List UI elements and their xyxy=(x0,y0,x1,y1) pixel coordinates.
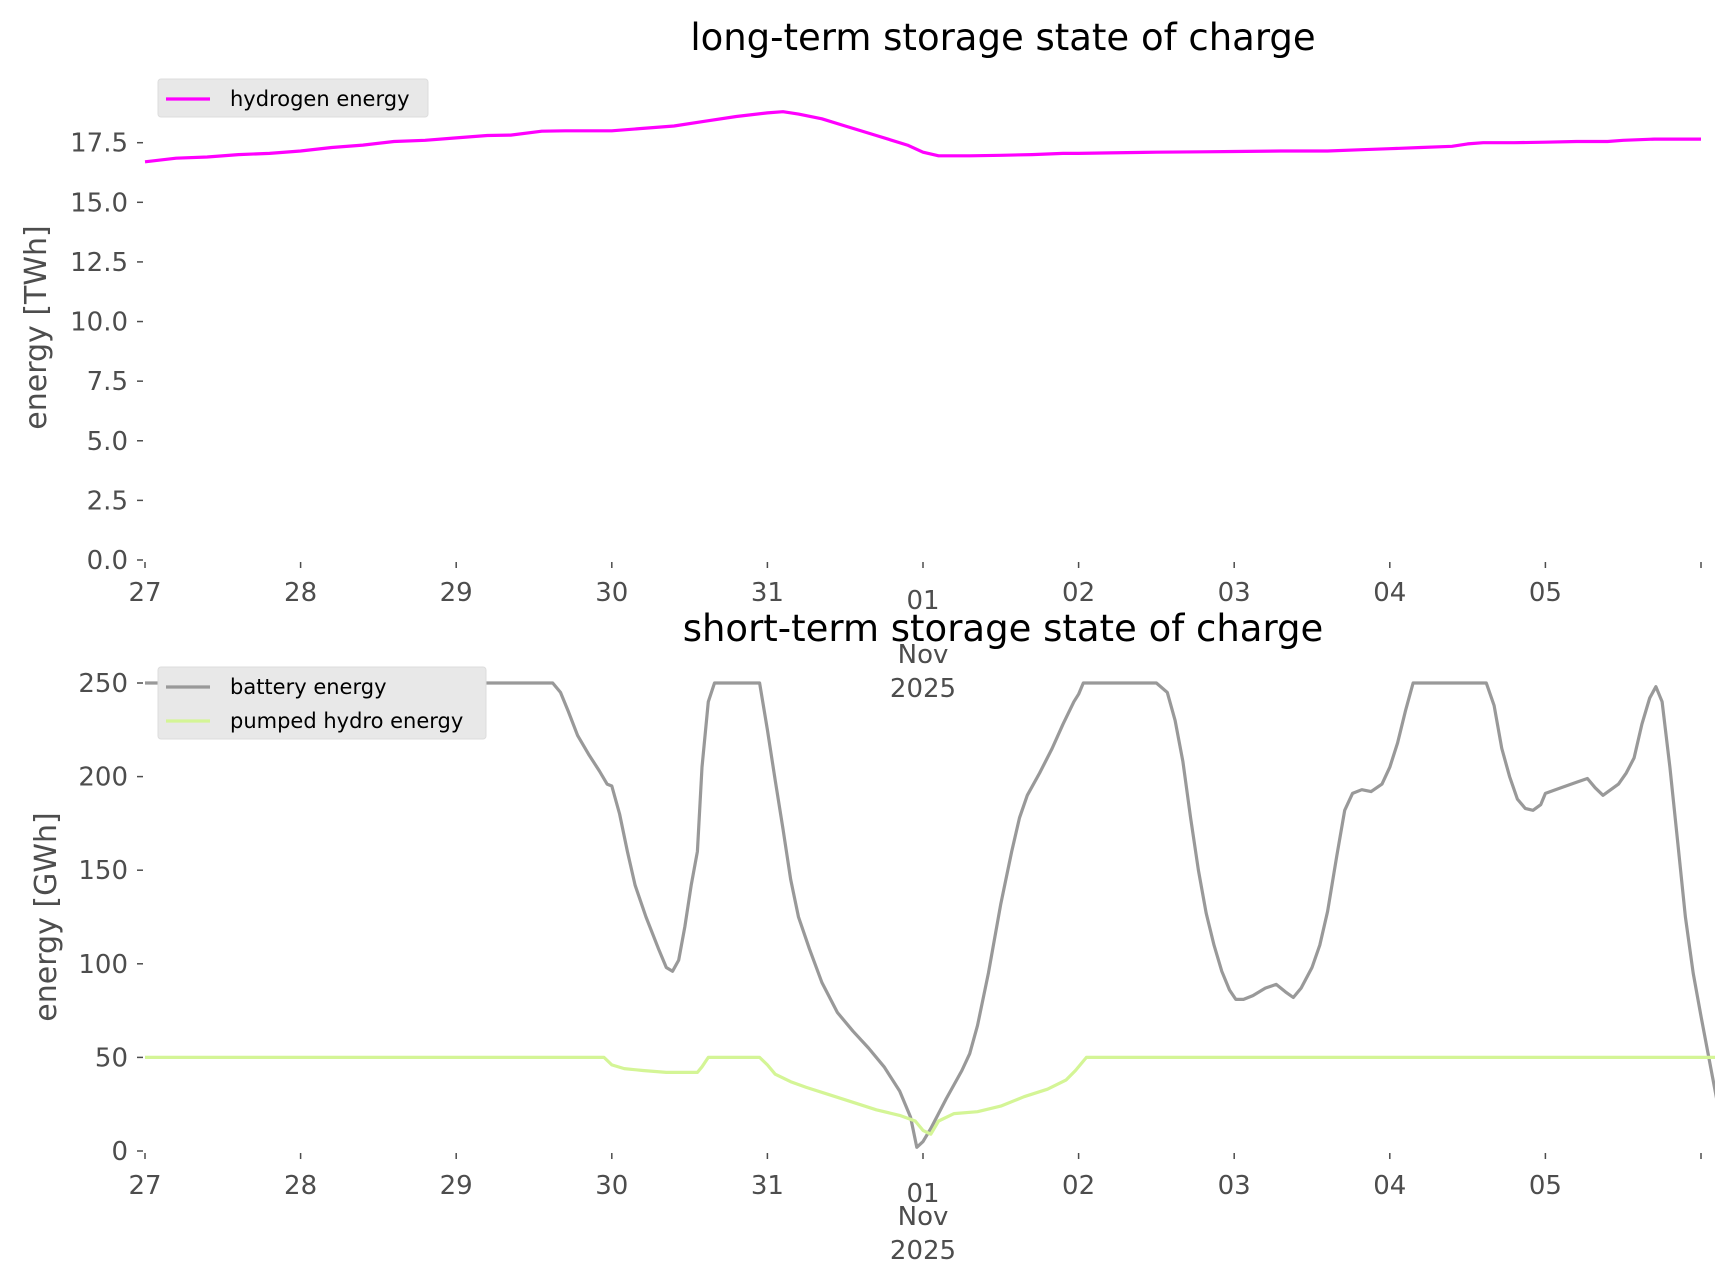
x-tick-label: 27 xyxy=(128,1171,161,1201)
x-tick-label: 28 xyxy=(284,1171,317,1201)
x-tick-label: 03 xyxy=(1218,1171,1251,1201)
short-term-storage-panel: short-term storage state of charge energy… xyxy=(29,607,1715,1266)
y-tick-label: 5.0 xyxy=(87,427,128,457)
legend-box xyxy=(157,78,429,118)
legend-label: hydrogen energy xyxy=(230,87,410,111)
chart-title: short-term storage state of charge xyxy=(683,607,1324,650)
x-tick-label: 05 xyxy=(1529,578,1562,608)
y-tick-label: 12.5 xyxy=(70,248,128,278)
x-tick-label: 04 xyxy=(1373,578,1406,608)
y-tick-label: 200 xyxy=(78,763,128,793)
x-tick-label: 01 xyxy=(906,1179,939,1209)
legend-box xyxy=(157,666,487,740)
x-tick-label: 03 xyxy=(1218,578,1251,608)
x-tick-label: 04 xyxy=(1373,1171,1406,1201)
x-month-label: Nov xyxy=(898,1202,949,1232)
series-line-pumped-hydro-energy xyxy=(145,1055,1715,1136)
x-tick-label: 30 xyxy=(595,1171,628,1201)
x-year-label: 2025 xyxy=(890,1236,956,1266)
legend-label: battery energy xyxy=(230,675,387,699)
x-month-label: Nov xyxy=(898,640,949,670)
y-tick-label: 7.5 xyxy=(87,367,128,397)
y-tick-label: 2.5 xyxy=(87,486,128,516)
x-tick-label: 31 xyxy=(751,578,784,608)
x-tick-label: 31 xyxy=(751,1171,784,1201)
x-tick-label: 02 xyxy=(1062,578,1095,608)
x-tick-label: 02 xyxy=(1062,1171,1095,1201)
y-tick-label: 250 xyxy=(78,669,128,699)
x-tick-label: 05 xyxy=(1529,1171,1562,1201)
y-tick-label: 0.0 xyxy=(87,546,128,576)
series-line-hydrogen-energy xyxy=(144,110,1701,164)
chart-title: long-term storage state of charge xyxy=(690,16,1315,59)
x-tick-label: 29 xyxy=(440,1171,473,1201)
x-tick-label: 29 xyxy=(440,578,473,608)
y-axis-label: energy [TWh] xyxy=(19,225,54,429)
y-tick-label: 0 xyxy=(111,1137,128,1167)
y-tick-label: 150 xyxy=(78,856,128,886)
x-year-label: 2025 xyxy=(890,674,956,704)
series-line-battery-energy xyxy=(145,681,1715,1149)
y-tick-label: 100 xyxy=(78,950,128,980)
y-axis-label: energy [GWh] xyxy=(29,812,64,1021)
x-tick-label: 30 xyxy=(595,578,628,608)
x-tick-label: 01 xyxy=(906,586,939,616)
y-tick-label: 17.5 xyxy=(70,129,128,159)
y-tick-label: 10.0 xyxy=(70,308,128,338)
long-term-storage-panel: long-term storage state of charge energy … xyxy=(19,16,1702,704)
legend-label: pumped hydro energy xyxy=(230,709,463,733)
y-tick-label: 50 xyxy=(95,1043,128,1073)
x-tick-label: 28 xyxy=(284,578,317,608)
x-tick-label: 27 xyxy=(128,578,161,608)
y-tick-label: 15.0 xyxy=(70,188,128,218)
